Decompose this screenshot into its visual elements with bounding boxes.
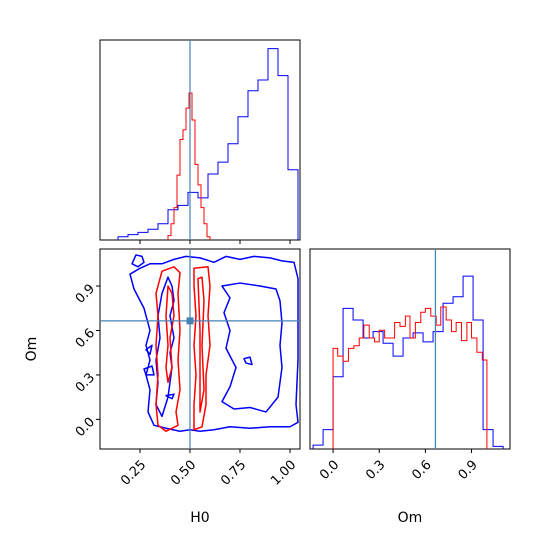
hist-H0-plot xyxy=(117,40,299,240)
contour-red-8 xyxy=(155,266,181,432)
contour-blue-3 xyxy=(131,254,145,268)
contour-blue-1 xyxy=(221,282,283,413)
contour-H0-Om-xtick-label: 1.00 xyxy=(268,458,299,489)
x-axis-title-Om: Om xyxy=(398,510,423,526)
hist-Om-frame xyxy=(309,248,511,450)
contour-blue-7 xyxy=(165,393,175,400)
contour-ytick-label: 0.9 xyxy=(73,281,98,306)
contour-red-11 xyxy=(165,285,175,384)
hist-Om-series-blue xyxy=(312,275,504,449)
hist-Om-series-red xyxy=(332,306,488,449)
contour-ytick-label: 0.3 xyxy=(73,370,98,395)
contour-red-9 xyxy=(193,266,211,431)
tick-layer: 0.25 0.50 0.75 1.00 0.0 0.3 0.6 0.9 0.0 0.3 0.6 0.9 xyxy=(73,240,481,489)
truth-marker xyxy=(186,317,194,325)
contour-H0-Om-xtick-label: 0.25 xyxy=(118,458,149,489)
x-axis-title-H0: H0 xyxy=(190,510,209,526)
hist-Om-xtick-label: 0.9 xyxy=(456,458,481,483)
contour-H0-Om-frame xyxy=(99,248,301,450)
hist-Om-xtick-label: 0.6 xyxy=(409,458,434,483)
panel-contour-H0-Om xyxy=(99,248,301,450)
contour-ytick-label: 0.6 xyxy=(73,326,98,351)
panel-hist-H0 xyxy=(99,39,301,241)
contour-blue-6 xyxy=(243,356,253,366)
hist-Om-plot xyxy=(312,249,504,449)
panel-hist-Om xyxy=(309,248,511,450)
hist-H0-series-blue xyxy=(117,48,299,240)
contour-plot xyxy=(100,249,300,449)
contour-H0-Om-xtick-label: 0.75 xyxy=(218,458,249,489)
hist-H0-series-red xyxy=(167,92,211,240)
contour-blue-4 xyxy=(145,344,153,355)
contour-H0-Om-xtick-label: 0.50 xyxy=(168,458,199,489)
contour-blue-5 xyxy=(143,365,155,376)
hist-Om-xtick-label: 0.0 xyxy=(317,458,342,483)
contour-red-10 xyxy=(197,276,205,413)
contour-lines xyxy=(129,254,299,432)
y-axis-title-Om: Om xyxy=(24,337,40,362)
contour-blue-0 xyxy=(129,255,299,432)
contour-ytick-label: 0.0 xyxy=(73,415,98,440)
hist-H0-frame xyxy=(99,39,301,241)
hist-Om-xtick-label: 0.3 xyxy=(363,458,388,483)
